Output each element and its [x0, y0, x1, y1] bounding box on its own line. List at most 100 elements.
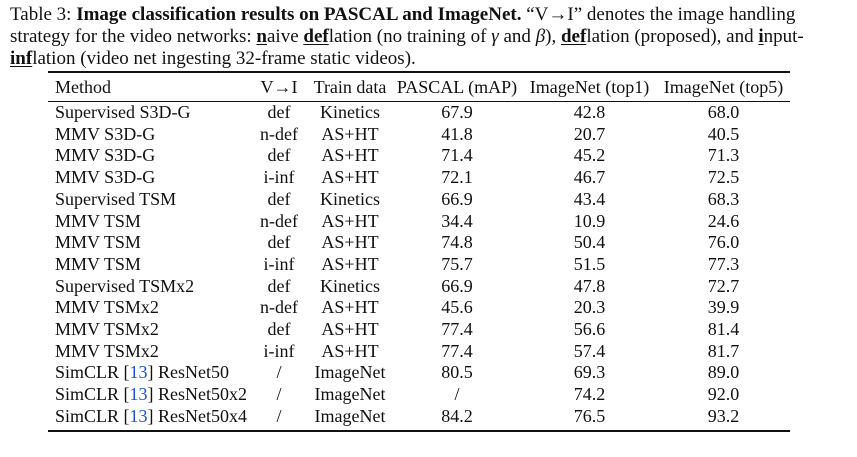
results-table: Method V→I Train data PASCAL (mAP) Image… — [48, 73, 790, 430]
header-imagenet-top5: ImageNet (top5) — [663, 76, 784, 97]
cell-method-text: MMV TSM — [55, 210, 141, 231]
inf-bold: inf — [10, 48, 33, 69]
table-row: Supervised TSMx2 def Kinetics 66.9 47.8 … — [48, 276, 790, 298]
header-pascal: PASCAL (mAP) — [396, 76, 518, 97]
cell-method-text: MMV TSM — [55, 253, 141, 274]
cell-top5: 24.6 — [707, 210, 740, 231]
deflation1-bold: def — [303, 26, 329, 47]
cell-method-text: Supervised TSMx2 — [55, 275, 195, 296]
naive-n: n — [256, 26, 267, 47]
header-method: Method — [55, 76, 111, 97]
cell-method-text: MMV TSMx2 — [55, 340, 159, 361]
cell-method-text: MMV TSM — [55, 232, 141, 253]
cell-top5: 72.5 — [707, 167, 740, 188]
table-row: MMV TSMx2 def AS+HT 77.4 56.6 81.4 — [48, 319, 790, 341]
cell-top5: 93.2 — [707, 405, 740, 426]
cell-pascal: 41.8 — [441, 123, 473, 144]
table-row: Supervised TSM def Kinetics 66.9 43.4 68… — [48, 189, 790, 211]
cell-method-suffix: ] ResNet50 — [147, 362, 229, 383]
cell-vi: def — [267, 102, 291, 122]
table-row: MMV S3D-G i-inf AS+HT 72.1 46.7 72.5 — [48, 167, 790, 189]
cell-pascal: 67.9 — [441, 102, 473, 122]
cell-train: ImageNet — [314, 384, 386, 405]
cell-train: AS+HT — [321, 297, 379, 318]
cell-top5: 81.4 — [707, 319, 740, 340]
cell-method: Supervised S3D-G — [48, 102, 250, 124]
cell-top1: 69.3 — [573, 362, 606, 383]
citation-link[interactable]: 13 — [129, 405, 148, 426]
header-vi: V→I — [260, 76, 298, 97]
table-body: Supervised S3D-G def Kinetics 67.9 42.8 … — [48, 101, 790, 430]
cell-vi: / — [276, 405, 282, 426]
caption-title: Image classification results on PASCAL a… — [76, 4, 522, 25]
results-table-container: Method V→I Train data PASCAL (mAP) Image… — [48, 71, 790, 432]
header-imagenet-top1: ImageNet (top1) — [529, 76, 650, 97]
header-train-data: Train data — [313, 76, 387, 97]
citation-link[interactable]: 13 — [129, 384, 148, 405]
cell-top1: 47.8 — [573, 275, 606, 296]
table-row: MMV S3D-G def AS+HT 71.4 45.2 71.3 — [48, 145, 790, 167]
cell-method-text: MMV TSMx2 — [55, 319, 159, 340]
cell-pascal: 34.4 — [441, 210, 473, 231]
cell-top1: 76.5 — [573, 405, 606, 426]
cell-method-text: MMV S3D-G — [55, 145, 156, 166]
cell-vi: def — [267, 275, 291, 296]
naive-rest: aive — [266, 26, 299, 47]
table-row: MMV TSM i-inf AS+HT 75.7 51.5 77.3 — [48, 254, 790, 276]
cell-method: MMV S3D-G — [48, 124, 250, 146]
cell-method: Supervised TSMx2 — [48, 276, 250, 298]
cell-top5: 92.0 — [707, 384, 740, 405]
cell-top1: 56.6 — [573, 319, 606, 340]
cell-method-text: SimCLR [ — [55, 384, 130, 405]
cell-top5: 89.0 — [707, 362, 740, 383]
cell-top5: 81.7 — [707, 340, 740, 361]
cell-method: MMV TSM — [48, 232, 250, 254]
cell-top1: 20.7 — [573, 123, 606, 144]
cell-top1: 51.5 — [573, 253, 606, 274]
table-row: MMV TSMx2 i-inf AS+HT 77.4 57.4 81.7 — [48, 341, 790, 363]
cell-top1: 57.4 — [573, 340, 606, 361]
cell-method-text: MMV S3D-G — [55, 123, 156, 144]
cell-method: MMV TSM — [48, 211, 250, 233]
cell-vi: n-def — [260, 297, 298, 318]
cell-method: MMV TSMx2 — [48, 319, 250, 341]
cell-top1: 10.9 — [573, 210, 606, 231]
cell-train: Kinetics — [320, 188, 380, 209]
table-row: MMV S3D-G n-def AS+HT 41.8 20.7 40.5 — [48, 124, 790, 146]
gamma-symbol: γ — [491, 26, 499, 47]
cell-vi: / — [276, 384, 282, 405]
cell-pascal: / — [454, 384, 460, 405]
inflation-rest: lation (video net ingesting 32-frame sta… — [32, 48, 416, 69]
caption-part1: “V→I” denotes the image handling strateg… — [10, 4, 796, 47]
cell-pascal: 66.9 — [441, 188, 473, 209]
cell-top5: 68.3 — [707, 188, 740, 209]
table-row: Supervised S3D-G def Kinetics 67.9 42.8 … — [48, 102, 790, 124]
cell-vi: def — [267, 232, 291, 253]
cell-train: AS+HT — [321, 253, 379, 274]
cell-top1: 20.3 — [573, 297, 606, 318]
caption-and2: and — [726, 26, 754, 47]
table-row: SimCLR [13] ResNet50 / ImageNet 80.5 69.… — [48, 362, 790, 384]
cell-train: ImageNet — [314, 405, 386, 426]
after-beta: ), — [545, 26, 557, 47]
cell-pascal: 72.1 — [441, 167, 473, 188]
cell-method-text: SimCLR [ — [55, 362, 130, 383]
deflation2-rest: lation (proposed), — [586, 26, 722, 47]
cell-vi: / — [276, 362, 282, 383]
cell-vi: n-def — [260, 123, 298, 144]
citation-link[interactable]: 13 — [129, 362, 148, 383]
header-row: Method V→I Train data PASCAL (mAP) Image… — [48, 73, 790, 101]
table-row: MMV TSMx2 n-def AS+HT 45.6 20.3 39.9 — [48, 297, 790, 319]
cell-train: Kinetics — [320, 102, 380, 122]
cell-train: AS+HT — [321, 210, 379, 231]
cell-method: MMV TSMx2 — [48, 341, 250, 363]
input-i: i — [758, 26, 764, 47]
cell-train: AS+HT — [321, 123, 379, 144]
cell-top1: 74.2 — [573, 384, 606, 405]
cell-vi: i-inf — [263, 340, 295, 361]
caption-and: and — [503, 26, 531, 47]
cell-method-text: MMV S3D-G — [55, 167, 156, 188]
input-rest: nput- — [763, 26, 804, 47]
cell-method-text: Supervised S3D-G — [55, 102, 191, 122]
cell-method: Supervised TSM — [48, 189, 250, 211]
